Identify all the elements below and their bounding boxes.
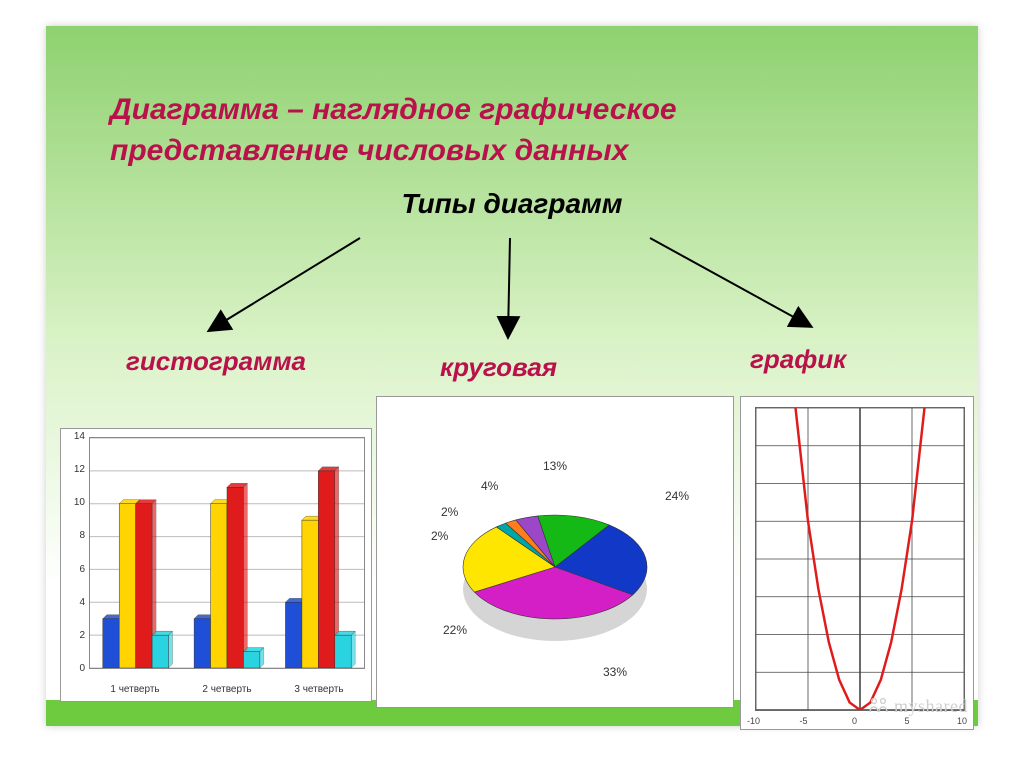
- line-chart-plot: [755, 407, 965, 711]
- pie-slice-label: 24%: [665, 489, 689, 503]
- pie-slice-label: 22%: [443, 623, 467, 637]
- histogram-y-label: 2: [65, 630, 85, 641]
- line-x-label: -5: [800, 716, 808, 726]
- pie-slice-label: 4%: [481, 479, 498, 493]
- histogram-y-label: 4: [65, 597, 85, 608]
- main-title: Диаграмма – наглядное графическое предст…: [110, 90, 890, 171]
- line-x-label: 0: [852, 716, 857, 726]
- category-label-pie: круговая: [440, 352, 557, 383]
- histogram-y-label: 10: [65, 497, 85, 508]
- histogram-x-label: 2 четверть: [181, 684, 273, 695]
- pie-slice-label: 2%: [431, 529, 448, 543]
- line-chart-panel: -10-50510: [740, 396, 974, 730]
- histogram-svg: [90, 438, 364, 668]
- histogram-y-label: 6: [65, 564, 85, 575]
- histogram-y-label: 8: [65, 530, 85, 541]
- watermark: myshared: [868, 696, 968, 719]
- pie-slice-label: 2%: [441, 505, 458, 519]
- watermark-icon: [868, 696, 890, 719]
- histogram-y-label: 0: [65, 663, 85, 674]
- watermark-text: myshared: [894, 696, 968, 716]
- category-label-histogram: гистограмма: [126, 346, 306, 377]
- pie-panel: 24% 33% 22% 2% 2% 4% 13%: [376, 396, 734, 708]
- line-chart-svg: [756, 408, 964, 710]
- histogram-panel: 0 2 4 6 8 10 12 14 1 четверть2 четверть3 четвер…: [60, 428, 372, 702]
- sub-title: Типы диаграмм: [0, 188, 1024, 220]
- histogram-y-label: 12: [65, 464, 85, 475]
- slide: Диаграмма – наглядное графическое предст…: [0, 0, 1024, 767]
- pie-slice-label: 33%: [603, 665, 627, 679]
- histogram-x-label: 3 четверть: [273, 684, 365, 695]
- pie-slice-label: 13%: [543, 459, 567, 473]
- category-label-line: график: [750, 344, 846, 375]
- line-x-label: -10: [747, 716, 760, 726]
- histogram-x-label: 1 четверть: [89, 684, 181, 695]
- histogram-plot: [89, 437, 365, 669]
- histogram-y-label: 14: [65, 431, 85, 442]
- pie-svg: [377, 397, 733, 707]
